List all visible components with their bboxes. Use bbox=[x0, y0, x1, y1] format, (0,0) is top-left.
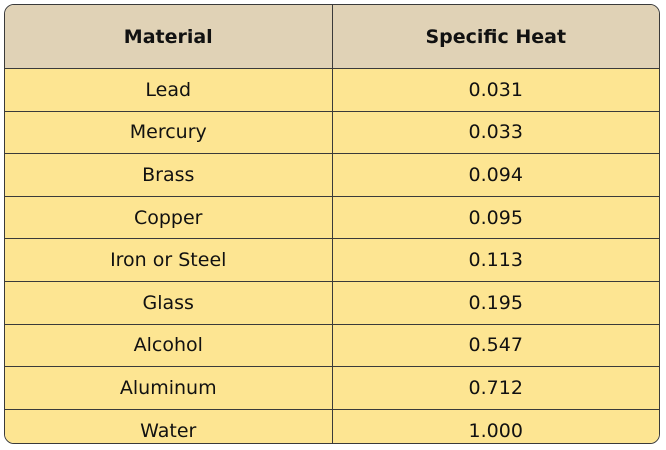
header-material: Material bbox=[5, 5, 333, 69]
material-cell: Lead bbox=[5, 68, 333, 112]
header-row: Material Specific Heat bbox=[5, 5, 659, 69]
table-row: Iron or Steel 0.113 bbox=[5, 238, 659, 282]
specific-heat-cell: 0.094 bbox=[332, 153, 659, 197]
specific-heat-cell: 1.000 bbox=[332, 409, 659, 443]
table-row: Lead 0.031 bbox=[5, 68, 659, 112]
table-row: Mercury 0.033 bbox=[5, 111, 659, 155]
header-specific-heat: Specific Heat bbox=[332, 5, 659, 69]
material-cell: Brass bbox=[5, 153, 333, 197]
specific-heat-cell: 0.113 bbox=[332, 238, 659, 282]
specific-heat-cell: 0.031 bbox=[332, 68, 659, 112]
table-row: Copper 0.095 bbox=[5, 196, 659, 240]
material-cell: Glass bbox=[5, 281, 333, 325]
data-table: Material Specific Heat Lead 0.031 Mercur… bbox=[5, 5, 659, 443]
table-row: Brass 0.094 bbox=[5, 153, 659, 197]
table-row: Glass 0.195 bbox=[5, 281, 659, 325]
table-row: Water 1.000 bbox=[5, 409, 659, 443]
material-cell: Iron or Steel bbox=[5, 238, 333, 282]
specific-heat-table: Material Specific Heat Lead 0.031 Mercur… bbox=[4, 4, 660, 444]
material-cell: Alcohol bbox=[5, 324, 333, 368]
material-cell: Aluminum bbox=[5, 366, 333, 410]
material-cell: Mercury bbox=[5, 111, 333, 155]
table-row: Aluminum 0.712 bbox=[5, 366, 659, 410]
material-cell: Water bbox=[5, 409, 333, 443]
specific-heat-cell: 0.712 bbox=[332, 366, 659, 410]
specific-heat-cell: 0.195 bbox=[332, 281, 659, 325]
specific-heat-cell: 0.095 bbox=[332, 196, 659, 240]
specific-heat-cell: 0.547 bbox=[332, 324, 659, 368]
specific-heat-cell: 0.033 bbox=[332, 111, 659, 155]
material-cell: Copper bbox=[5, 196, 333, 240]
table-row: Alcohol 0.547 bbox=[5, 324, 659, 368]
